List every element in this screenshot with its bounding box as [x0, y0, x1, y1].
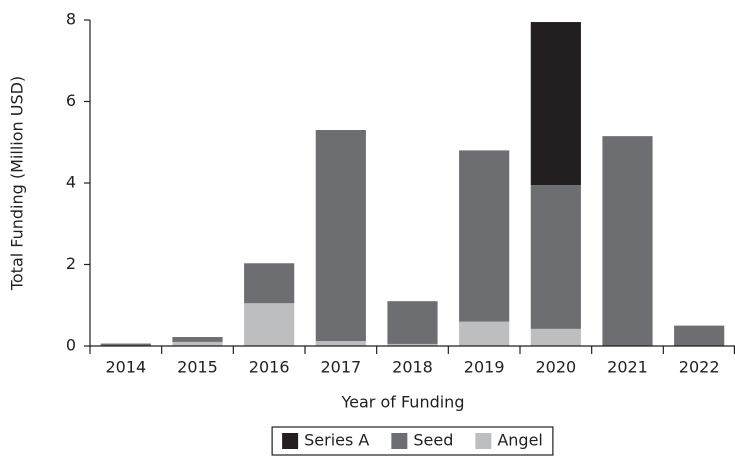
legend-swatch — [282, 433, 299, 449]
bar-segment — [459, 321, 510, 346]
bar-segment — [315, 341, 366, 346]
legend-label: Angel — [497, 431, 543, 450]
x-tick-label: 2014 — [105, 358, 146, 377]
legend-label: Seed — [413, 431, 453, 450]
y-axis-label: Total Funding (Million USD) — [8, 76, 27, 291]
x-tick-label: 2016 — [249, 358, 290, 377]
bar-segment — [530, 185, 581, 329]
y-tick-label: 2 — [66, 254, 76, 273]
legend-box — [271, 426, 554, 456]
legend-swatch — [391, 433, 408, 449]
bar-segment — [530, 22, 581, 186]
bar-segment — [100, 343, 151, 346]
x-tick-label: 2015 — [177, 358, 218, 377]
legend-label: Series A — [304, 431, 369, 450]
bar-segment — [315, 130, 366, 342]
x-tick-label: 2019 — [464, 358, 505, 377]
bar-segment — [459, 150, 510, 322]
bar-segment — [530, 328, 581, 346]
bar-segment — [674, 325, 725, 346]
bar-segment — [172, 337, 223, 342]
x-axis-label: Year of Funding — [341, 393, 465, 412]
legend: Series A Seed Angel — [271, 426, 554, 456]
bar-segment — [387, 343, 438, 346]
x-tick-label: 2020 — [535, 358, 576, 377]
bar-segment — [244, 303, 295, 346]
y-tick-label: 0 — [66, 336, 76, 355]
y-tick-label: 6 — [66, 91, 76, 110]
bar-segment — [172, 341, 223, 346]
bar-segment — [602, 136, 653, 346]
bar-segment — [244, 263, 295, 304]
legend-swatch — [475, 433, 492, 449]
x-tick-label: 2021 — [607, 358, 648, 377]
x-tick-label: 2018 — [392, 358, 433, 377]
x-tick-label: 2022 — [679, 358, 720, 377]
x-tick-label: 2017 — [320, 358, 361, 377]
bar-segment — [387, 301, 438, 344]
y-tick-label: 8 — [66, 10, 76, 29]
y-tick-label: 4 — [66, 173, 76, 192]
